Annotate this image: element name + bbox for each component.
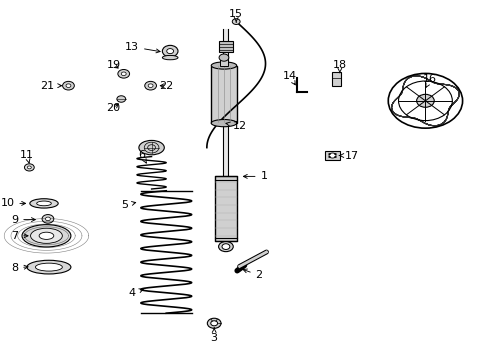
Text: 3: 3 [210,328,217,343]
Circle shape [118,69,129,78]
Ellipse shape [139,140,164,155]
Text: 10: 10 [0,198,25,208]
Circle shape [328,153,335,158]
Text: 12: 12 [225,121,246,131]
Circle shape [62,81,74,90]
Circle shape [166,49,173,54]
Circle shape [148,84,153,87]
Text: 16: 16 [423,74,436,87]
Text: 9: 9 [11,215,35,225]
Text: 5: 5 [121,200,135,210]
Ellipse shape [162,55,178,60]
Text: 11: 11 [20,150,34,163]
Circle shape [66,84,71,87]
Ellipse shape [30,199,58,208]
Circle shape [222,244,229,249]
Circle shape [207,318,221,328]
FancyBboxPatch shape [331,72,341,86]
Text: 6: 6 [138,150,146,163]
Ellipse shape [22,225,71,247]
Circle shape [328,153,330,155]
Ellipse shape [27,260,71,274]
Circle shape [232,19,240,24]
Circle shape [121,72,126,76]
FancyBboxPatch shape [223,29,228,180]
FancyBboxPatch shape [325,151,339,160]
Circle shape [42,215,54,223]
Text: 13: 13 [125,42,160,53]
Text: 19: 19 [106,60,120,70]
Ellipse shape [30,228,62,243]
Circle shape [219,54,228,61]
Ellipse shape [39,232,54,239]
Text: 8: 8 [11,263,28,273]
Circle shape [328,156,330,158]
Circle shape [45,217,50,221]
Text: 2: 2 [243,269,262,280]
Text: 14: 14 [282,71,296,85]
Text: 20: 20 [106,103,120,113]
FancyBboxPatch shape [211,66,236,123]
Ellipse shape [211,62,236,69]
Circle shape [24,164,34,171]
Text: 22: 22 [159,81,173,91]
Circle shape [144,81,156,90]
Ellipse shape [211,120,236,127]
Text: 17: 17 [339,150,358,161]
FancyBboxPatch shape [218,41,233,52]
Circle shape [210,321,217,326]
Circle shape [334,156,336,158]
FancyBboxPatch shape [220,58,227,66]
Text: 18: 18 [332,60,346,73]
Ellipse shape [36,263,62,271]
Circle shape [117,96,125,102]
Ellipse shape [37,201,51,206]
Ellipse shape [218,242,233,252]
Text: 15: 15 [229,9,243,22]
Circle shape [27,166,31,169]
Text: 4: 4 [128,288,143,298]
Text: 21: 21 [41,81,61,91]
FancyBboxPatch shape [215,176,236,241]
Circle shape [162,45,178,57]
Circle shape [416,94,433,107]
Text: 1: 1 [243,171,267,181]
Text: 7: 7 [11,231,28,241]
Circle shape [334,153,336,155]
